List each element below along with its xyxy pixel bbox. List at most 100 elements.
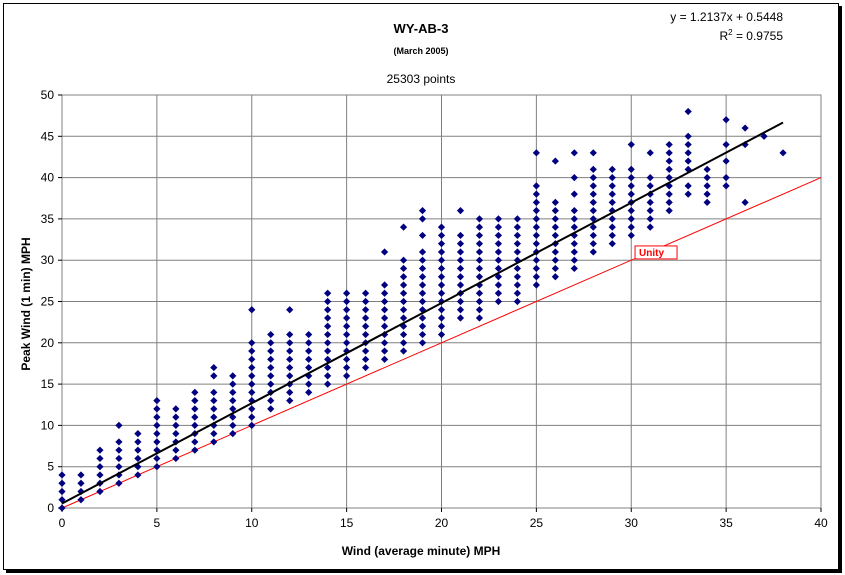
y-tick-label: 25 — [41, 295, 55, 309]
data-point — [115, 421, 123, 429]
x-tick-label: 15 — [340, 516, 354, 530]
data-point — [324, 314, 332, 322]
data-point — [399, 273, 408, 281]
data-point — [703, 165, 711, 173]
data-point — [532, 207, 540, 215]
data-point — [286, 339, 294, 347]
data-point — [191, 397, 199, 405]
data-point — [305, 355, 313, 363]
data-point — [475, 306, 484, 314]
data-point — [589, 240, 597, 248]
data-point — [684, 157, 692, 165]
data-point — [608, 165, 616, 173]
data-point — [191, 421, 199, 429]
data-point — [475, 281, 484, 289]
data-point — [703, 198, 711, 206]
data-point — [399, 256, 408, 264]
data-point — [399, 339, 408, 347]
data-point — [210, 430, 218, 438]
data-point — [305, 347, 313, 355]
data-point — [589, 174, 597, 182]
data-point — [646, 174, 654, 182]
data-point — [589, 248, 597, 256]
data-point — [286, 306, 294, 314]
data-point — [646, 198, 654, 206]
data-point — [551, 215, 559, 223]
y-tick-label: 10 — [41, 418, 55, 432]
data-point — [456, 256, 465, 264]
data-point — [608, 231, 616, 240]
data-point — [362, 355, 370, 363]
data-point — [627, 223, 635, 231]
data-point — [399, 330, 408, 339]
data-point — [494, 256, 503, 264]
chart-title: WY-AB-3 — [393, 21, 449, 36]
x-tick-label: 0 — [59, 516, 66, 530]
data-point — [475, 240, 484, 248]
data-point — [115, 471, 123, 479]
data-point — [191, 413, 199, 421]
data-point — [722, 157, 730, 165]
data-point — [627, 165, 635, 173]
data-point — [494, 215, 503, 223]
data-point — [115, 463, 123, 471]
data-point — [343, 314, 351, 322]
data-point — [437, 248, 446, 256]
data-point — [248, 372, 256, 380]
data-point — [418, 297, 427, 306]
data-point — [324, 339, 332, 347]
data-point — [532, 264, 540, 273]
data-point — [380, 322, 389, 330]
data-point — [286, 330, 294, 339]
data-point — [248, 380, 256, 388]
data-point — [418, 248, 427, 256]
data-point — [608, 215, 616, 223]
data-point — [475, 223, 484, 231]
data-point — [153, 430, 161, 438]
data-point — [286, 372, 294, 380]
y-tick-label: 45 — [41, 129, 55, 143]
data-point — [532, 231, 540, 240]
data-point — [665, 190, 673, 198]
data-point — [286, 388, 294, 396]
data-point — [494, 264, 503, 273]
data-point — [286, 355, 294, 363]
data-point — [722, 174, 730, 182]
data-point — [456, 248, 465, 256]
data-point — [248, 339, 256, 347]
data-point — [324, 363, 332, 372]
data-point — [191, 388, 199, 396]
data-point — [286, 363, 294, 372]
data-point — [437, 314, 446, 322]
data-point — [305, 372, 313, 380]
data-point — [210, 405, 218, 413]
data-point — [418, 256, 427, 264]
data-point — [456, 281, 465, 289]
data-point — [248, 347, 256, 355]
data-point — [551, 273, 559, 281]
data-point — [210, 363, 218, 372]
data-point — [418, 215, 427, 223]
data-point — [437, 306, 446, 314]
data-point — [324, 297, 332, 306]
data-point — [456, 273, 465, 281]
data-point — [646, 149, 654, 157]
x-tick-label: 10 — [245, 516, 259, 530]
data-point — [210, 372, 218, 380]
data-point — [646, 182, 654, 190]
data-point — [418, 306, 427, 314]
data-point — [229, 388, 237, 396]
data-point — [77, 471, 85, 479]
data-point — [380, 281, 389, 289]
data-point — [475, 314, 484, 322]
data-point — [362, 347, 370, 355]
data-point — [248, 306, 256, 314]
data-point — [684, 107, 692, 116]
data-point — [437, 289, 446, 297]
data-point — [703, 182, 711, 190]
points-count: 25303 points — [386, 72, 456, 86]
unity-line-group: Unity — [61, 177, 822, 509]
data-point — [627, 215, 635, 223]
data-point — [210, 388, 218, 396]
data-point — [380, 355, 389, 363]
